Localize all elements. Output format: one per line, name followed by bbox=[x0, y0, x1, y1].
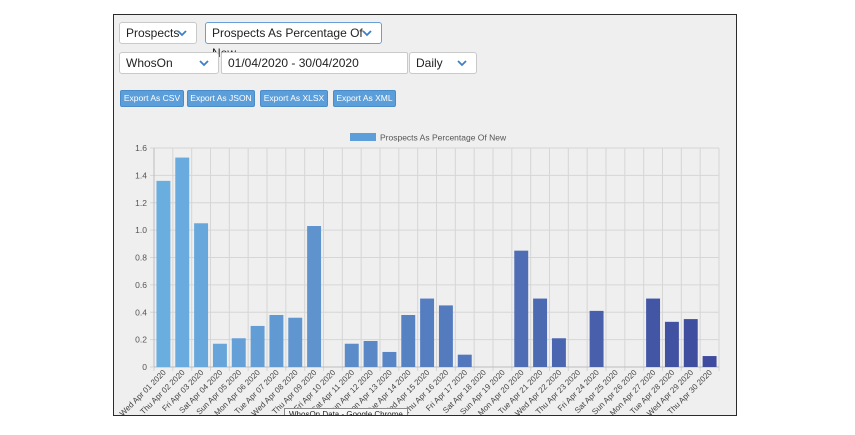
y-tick-label: 0 bbox=[142, 362, 147, 372]
bar[interactable] bbox=[156, 180, 171, 367]
chevron-down-icon bbox=[457, 60, 467, 67]
chevron-down-icon bbox=[362, 30, 372, 37]
y-tick-label: 1.6 bbox=[135, 143, 147, 153]
site-value: WhosOn bbox=[126, 56, 173, 70]
legend-label: Prospects As Percentage Of New bbox=[380, 133, 507, 143]
granularity-select[interactable]: Daily bbox=[409, 52, 477, 74]
y-tick-label: 0.6 bbox=[135, 280, 147, 290]
chevron-down-icon bbox=[177, 30, 187, 37]
bar[interactable] bbox=[382, 351, 397, 367]
y-tick-label: 0.4 bbox=[135, 307, 147, 317]
bar[interactable] bbox=[344, 343, 359, 367]
bar-chart: Prospects As Percentage Of New 0 0.2 0.4 0.… bbox=[118, 133, 720, 415]
bar[interactable] bbox=[683, 319, 698, 367]
export-csv-button[interactable]: Export As CSV bbox=[120, 90, 184, 107]
bar[interactable] bbox=[646, 298, 661, 367]
metric-select[interactable]: Prospects As Percentage Of New bbox=[205, 22, 382, 60]
date-range-value: 01/04/2020 - 30/04/2020 bbox=[228, 56, 359, 70]
bar[interactable] bbox=[288, 317, 303, 367]
report-panel: Prospects Prospects As Percentage Of New… bbox=[113, 14, 737, 416]
chevron-down-icon bbox=[199, 60, 209, 67]
bar[interactable] bbox=[307, 226, 322, 367]
bar[interactable] bbox=[664, 321, 679, 367]
y-tick-label: 1.4 bbox=[135, 170, 147, 180]
bar[interactable] bbox=[420, 298, 435, 367]
metric-group-select[interactable]: Prospects bbox=[119, 22, 197, 44]
y-axis: 0 0.2 0.4 0.6 0.8 1.0 1.2 1.4 1.6 bbox=[135, 143, 147, 372]
bars bbox=[156, 157, 717, 367]
bar[interactable] bbox=[514, 250, 529, 367]
export-xlsx-button[interactable]: Export As XLSX bbox=[260, 90, 328, 107]
bar[interactable] bbox=[533, 298, 548, 367]
gridlines bbox=[150, 147, 720, 371]
metric-group-value: Prospects bbox=[126, 26, 180, 40]
bar[interactable] bbox=[269, 314, 284, 367]
bar[interactable] bbox=[212, 343, 227, 367]
bar[interactable] bbox=[457, 354, 472, 367]
bar[interactable] bbox=[363, 340, 378, 367]
bar[interactable] bbox=[438, 305, 453, 367]
bar[interactable] bbox=[589, 310, 604, 367]
y-tick-label: 0.8 bbox=[135, 253, 147, 263]
bar[interactable] bbox=[231, 338, 246, 367]
site-select[interactable]: WhosOn bbox=[119, 52, 219, 74]
y-tick-label: 1.0 bbox=[135, 225, 147, 235]
bar[interactable] bbox=[194, 223, 209, 367]
y-tick-label: 0.2 bbox=[135, 335, 147, 345]
date-range-input[interactable]: 01/04/2020 - 30/04/2020 bbox=[221, 52, 408, 74]
granularity-value: Daily bbox=[416, 56, 443, 70]
bar[interactable] bbox=[702, 356, 717, 367]
export-xml-button[interactable]: Export As XML bbox=[333, 90, 396, 107]
y-tick-label: 1.2 bbox=[135, 198, 147, 208]
bar[interactable] bbox=[175, 157, 190, 367]
window-tooltip: WhosOn Data - Google Chrome bbox=[284, 408, 408, 415]
bar[interactable] bbox=[401, 314, 416, 367]
bar[interactable] bbox=[250, 325, 265, 367]
legend-swatch bbox=[350, 133, 376, 141]
export-json-button[interactable]: Export As JSON bbox=[187, 90, 255, 107]
bar[interactable] bbox=[551, 338, 566, 367]
